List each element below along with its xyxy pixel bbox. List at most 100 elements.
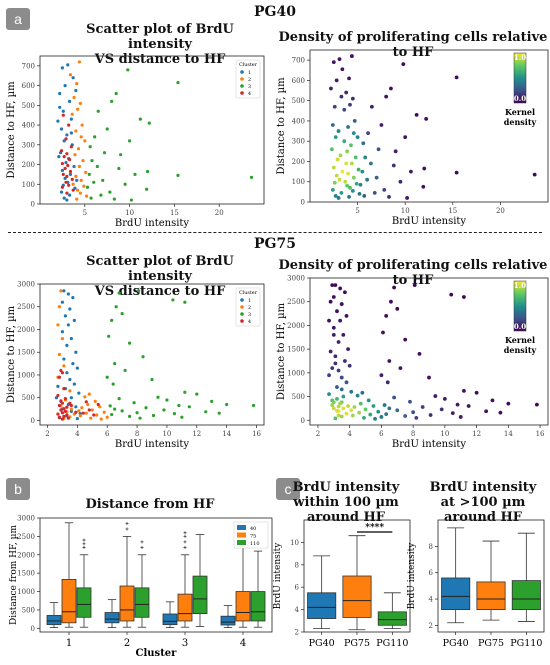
scatter-point-cluster-4	[87, 408, 91, 412]
density-point	[498, 410, 503, 415]
density-point	[349, 161, 354, 166]
scatter-point-cluster-1	[63, 84, 67, 88]
density-point	[334, 173, 339, 178]
box-outlier	[125, 527, 129, 531]
scatter-point-cluster-1	[60, 168, 64, 173]
scatter-point-cluster-2	[77, 409, 81, 413]
y-tick-label: 700	[22, 62, 35, 70]
x-tick-label: PG75	[478, 638, 504, 649]
colorbar-label: density	[504, 117, 537, 127]
density-point	[409, 169, 413, 174]
density-point	[360, 169, 365, 174]
x-axis-label: BrdU intensity	[115, 218, 190, 229]
y-tick-label: 0	[31, 417, 35, 425]
scatter-point-cluster-3	[128, 139, 132, 143]
scatter-point-cluster-2	[78, 414, 82, 418]
x-tick-label: 8	[411, 430, 415, 438]
x-tick-label: PG40	[309, 638, 335, 649]
y-tick-label: 500	[292, 393, 305, 401]
y-tick-label: 2000	[17, 551, 35, 559]
box-body	[441, 577, 471, 610]
y-axis-label: Distance to HF, µm	[6, 81, 17, 179]
density-point	[347, 363, 352, 368]
box-body	[250, 591, 266, 622]
x-tick-label: 6	[379, 430, 384, 438]
scatter-point-cluster-4	[59, 149, 64, 153]
scatter-point-cluster-3	[135, 411, 139, 415]
box-outlier	[82, 538, 86, 542]
scatter-point-cluster-2	[87, 392, 91, 396]
y-tick-label: 3000	[287, 275, 305, 283]
scatter-point-cluster-1	[75, 417, 79, 421]
y-tick-label: 1500	[17, 349, 35, 357]
density-point	[344, 411, 349, 416]
scatter-point-cluster-3	[195, 392, 199, 396]
x-tick-label: 2	[124, 638, 130, 649]
scatter-point-cluster-1	[62, 196, 66, 200]
x-tick-label: PG40	[443, 638, 469, 649]
scatter-point-cluster-1	[66, 323, 70, 327]
scatter-point-cluster-3	[128, 414, 132, 418]
scatter-point-cluster-2	[77, 164, 82, 169]
scatter-point-cluster-1	[71, 361, 75, 366]
y-tick-label: 400	[22, 122, 35, 130]
scatter-point-cluster-3	[180, 415, 184, 419]
density-point	[373, 416, 377, 421]
plot-frame	[309, 277, 549, 426]
density-point	[345, 183, 350, 188]
scatter-point-cluster-1	[67, 193, 72, 197]
density-point	[338, 153, 343, 158]
scatter-point-cluster-3	[165, 398, 169, 402]
x-tick-label: 2	[45, 430, 49, 438]
scatter-point-cluster-2	[98, 405, 102, 409]
legend-entry: 4	[248, 319, 251, 325]
scatter-point-cluster-3	[123, 368, 127, 373]
density-point	[403, 414, 408, 418]
density-point	[474, 390, 479, 395]
legend-marker	[240, 305, 244, 309]
scatter-point-cluster-4	[57, 403, 62, 408]
density-point	[428, 413, 433, 417]
density-point	[338, 318, 343, 323]
scatter-point-cluster-3	[120, 311, 124, 316]
density-point	[422, 166, 427, 171]
y-tick-label: 500	[22, 102, 35, 110]
box-body	[342, 575, 372, 618]
y-tick-label: 2000	[17, 326, 35, 334]
scatter-point-cluster-1	[65, 133, 69, 137]
box-outlier	[183, 540, 187, 544]
chart-title-brdu-within: BrdU intensity within 100 µm around HF	[292, 480, 400, 525]
scatter-point-cluster-3	[217, 411, 221, 415]
scatter-point-cluster-4	[59, 399, 63, 403]
scatter-point-cluster-3	[141, 355, 145, 359]
scatter-point-cluster-1	[63, 314, 67, 318]
density-point	[351, 131, 356, 135]
scatter-point-cluster-2	[78, 101, 82, 105]
scatter-point-cluster-1	[68, 172, 73, 176]
scatter-point-cluster-3	[136, 289, 141, 293]
scatter-point-cluster-2	[59, 289, 63, 293]
density-point	[384, 94, 389, 99]
density-point	[442, 397, 447, 401]
scatter-point-cluster-3	[108, 404, 112, 408]
density-point	[387, 359, 392, 363]
x-tick-label: 10	[125, 209, 134, 217]
scatter-point-cluster-1	[60, 66, 64, 70]
scatter-point-cluster-2	[77, 60, 82, 64]
density-point	[335, 309, 339, 314]
density-point	[384, 412, 389, 416]
x-tick-label: 8	[135, 430, 139, 438]
colorbar	[513, 52, 527, 104]
box-outlier	[183, 531, 187, 535]
scatter-point-cluster-4	[66, 416, 70, 420]
density-point	[331, 325, 336, 330]
density-point	[351, 175, 356, 180]
scatter-point-cluster-4	[67, 183, 71, 187]
scatter-point-cluster-3	[110, 318, 114, 322]
chart-title-brdu-over: BrdU intensity at >100 µm around HF	[429, 480, 537, 525]
scatter-point-cluster-1	[66, 63, 70, 67]
y-tick-label: 400	[292, 117, 305, 125]
density-point	[382, 403, 387, 407]
